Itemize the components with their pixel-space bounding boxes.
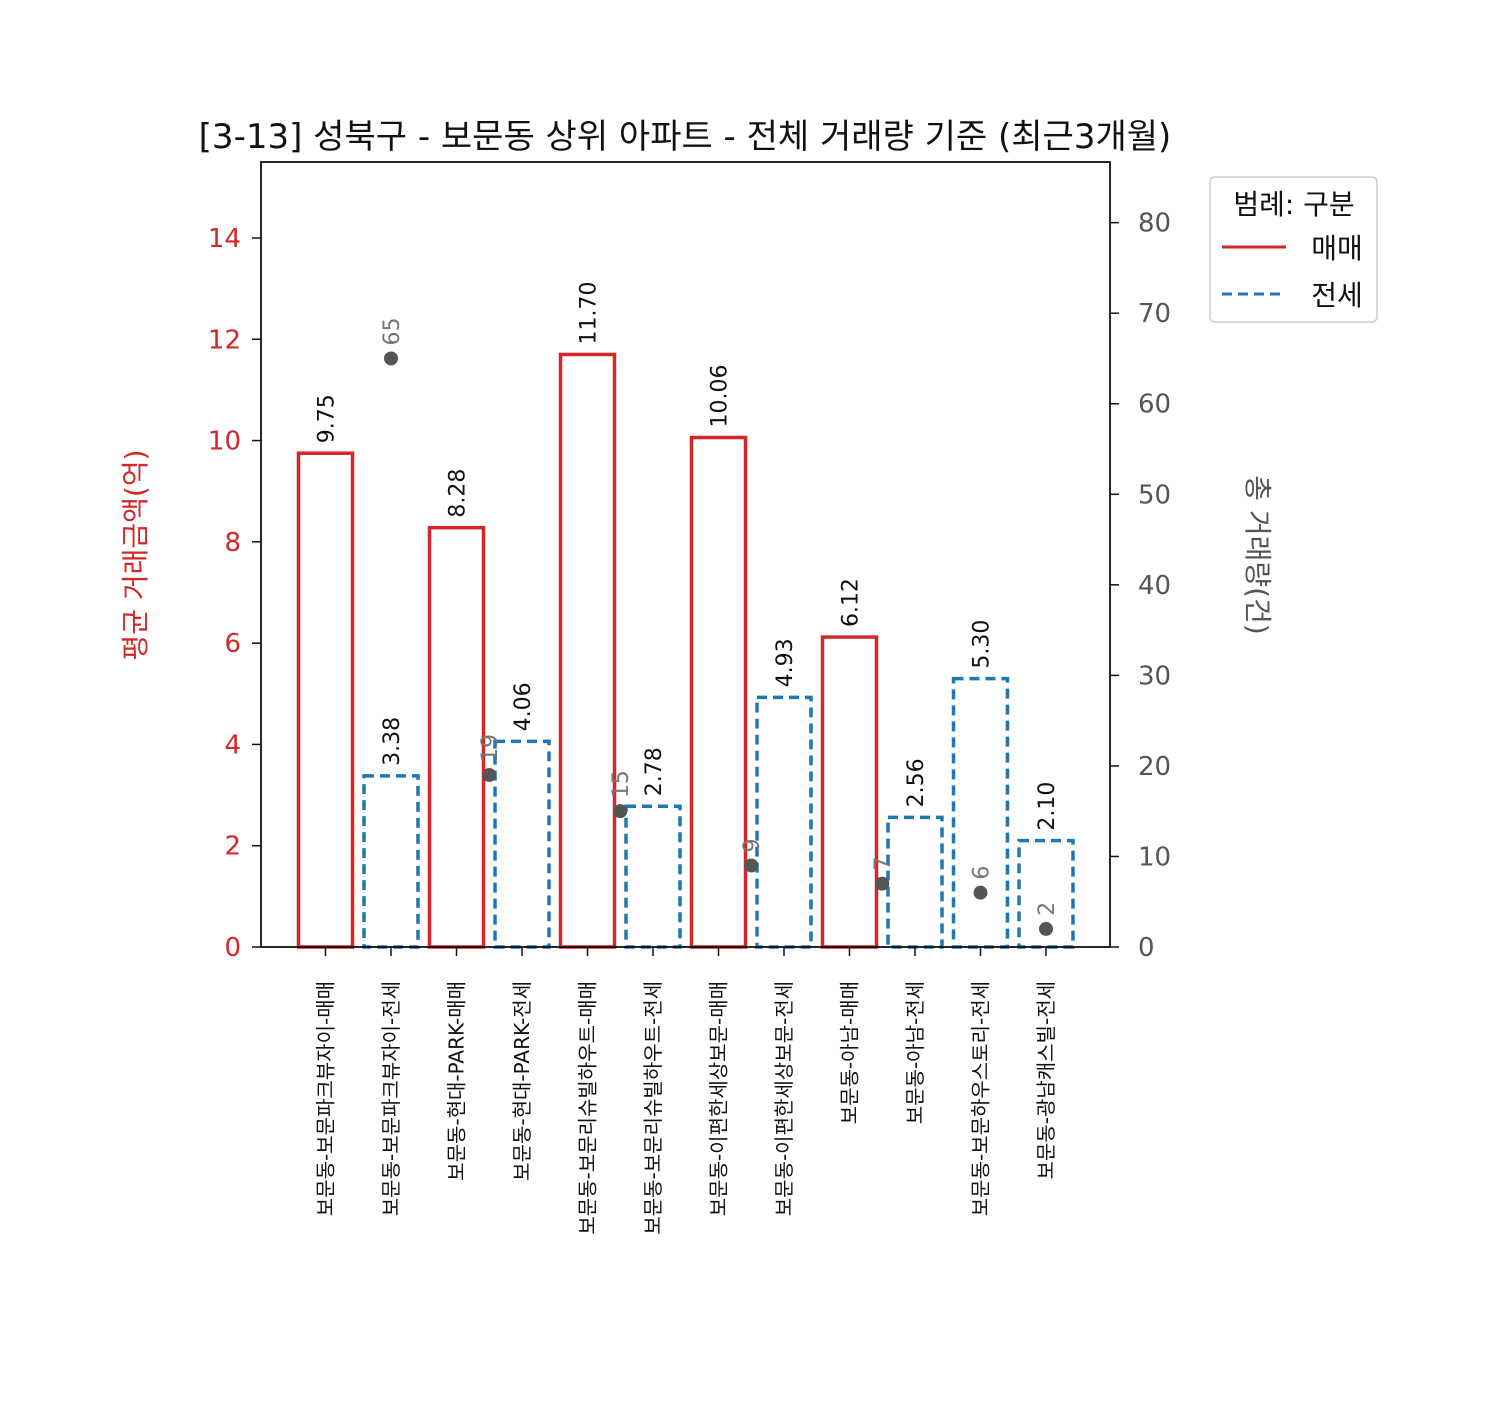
x-tick-label-4: 보문동-보문리슈빌하우트-매매 xyxy=(576,981,600,1235)
count-label-1: 19 xyxy=(478,734,503,762)
legend-label-lease: 전세 xyxy=(1311,279,1363,312)
y-right-tick-label-30: 30 xyxy=(1138,661,1171,691)
axes-layer: 0 2 4 6 8 10 12 14 0 10 20 30 40 50 60 70 80 보문동-보문파크뷰자이-… xyxy=(208,209,1171,1235)
bar-value-label-9: 2.56 xyxy=(904,758,929,807)
x-tick-label-11: 보문동-광남캐스빌-전세 xyxy=(1034,981,1058,1179)
legend: 범례: 구분 매매 전세 xyxy=(1209,176,1378,323)
bar-value-label-0: 9.75 xyxy=(315,394,340,443)
bar-value-label-10: 5.30 xyxy=(970,620,995,669)
bar-value-label-6: 10.06 xyxy=(708,365,733,428)
count-marker-2 xyxy=(613,804,628,819)
x-tick-label-3: 보문동-현대-PARK-전세 xyxy=(510,981,534,1181)
x-tick-label-1: 보문동-보문파크뷰자이-전세 xyxy=(379,981,403,1216)
count-label-4: 7 xyxy=(871,857,896,871)
bar-2 xyxy=(427,525,486,949)
count-label-5: 6 xyxy=(970,866,995,880)
x-tick-label-7: 보문동-이편한세상보문-전세 xyxy=(772,981,796,1216)
legend-box xyxy=(1209,176,1378,323)
y-left-tick-label-4: 4 xyxy=(224,730,241,760)
x-tick-label-8: 보문동-아남-매매 xyxy=(838,981,862,1124)
count-label-3: 9 xyxy=(740,839,765,853)
x-tick-label-10: 보문동-보문하우스토리-전세 xyxy=(969,981,993,1216)
bar-6 xyxy=(689,435,748,949)
count-label-2: 15 xyxy=(609,770,634,798)
y-right-tick-label-20: 20 xyxy=(1138,752,1171,782)
y-left-tick-label-8: 8 xyxy=(224,528,241,558)
y-axis-right-label: 총 거래량(건) xyxy=(1241,475,1274,635)
y-right-tick-label-0: 0 xyxy=(1138,933,1155,963)
bar-value-label-2: 8.28 xyxy=(446,469,471,518)
count-label-6: 2 xyxy=(1035,902,1060,916)
bar-value-label-7: 4.93 xyxy=(773,638,798,687)
y-left-tick-label-14: 14 xyxy=(208,224,241,254)
x-tick-label-6: 보문동-이편한세상보문-매매 xyxy=(707,981,731,1216)
count-marker-3 xyxy=(744,858,759,873)
x-tick-label-5: 보문동-보문리슈빌하우트-전세 xyxy=(641,981,665,1235)
bar-4 xyxy=(558,352,617,949)
y-left-tick-label-10: 10 xyxy=(208,427,241,457)
bar-value-label-8: 6.12 xyxy=(839,578,864,627)
count-marker-0 xyxy=(384,351,398,366)
y-left-tick-label-0: 0 xyxy=(224,933,241,963)
y-axis-left-label: 평균 거래금액(억) xyxy=(119,449,152,660)
y-left-tick-label-2: 2 xyxy=(224,832,241,862)
legend-label-sale: 매매 xyxy=(1311,232,1363,265)
legend-title: 범례: 구분 xyxy=(1233,188,1354,221)
bar-7 xyxy=(755,695,813,949)
count-marker-6 xyxy=(1039,921,1053,936)
bars-layer: 9.75 3.38 8.28 4.06 11.70 2.78 10.06 4.93 6.12 2.… xyxy=(296,281,1075,949)
bar-value-label-11: 2.10 xyxy=(1035,782,1060,831)
count-marker-4 xyxy=(875,876,890,891)
bar-value-label-5: 2.78 xyxy=(642,747,667,796)
x-tick-label-9: 보문동-아남-전세 xyxy=(903,981,927,1124)
bar-value-label-1: 3.38 xyxy=(380,717,405,766)
bar-10 xyxy=(951,676,1010,949)
plot-frame xyxy=(260,161,1111,948)
bar-value-label-4: 11.70 xyxy=(577,281,602,344)
bar-1 xyxy=(362,774,420,949)
y-right-tick-label-70: 70 xyxy=(1138,299,1171,329)
bar-0 xyxy=(296,451,355,949)
y-left-tick-label-12: 12 xyxy=(208,325,241,355)
y-right-tick-label-40: 40 xyxy=(1138,571,1171,601)
count-markers-layer: 65 19 15 9 7 6 2 xyxy=(380,317,1060,936)
x-tick-label-0: 보문동-보문파크뷰자이-매매 xyxy=(314,981,338,1216)
bar-9 xyxy=(886,815,944,949)
bar-5 xyxy=(624,804,682,949)
y-right-tick-label-80: 80 xyxy=(1138,209,1171,239)
y-right-tick-label-60: 60 xyxy=(1138,390,1171,420)
count-label-0: 65 xyxy=(380,317,405,345)
y-right-tick-label-50: 50 xyxy=(1138,480,1171,510)
count-marker-5 xyxy=(973,885,988,900)
chart-title: [3-13] 성북구 - 보문동 상위 아파트 - 전체 거래량 기준 (최근3… xyxy=(199,117,1172,157)
x-tick-label-2: 보문동-현대-PARK-매매 xyxy=(445,981,469,1181)
bar-8 xyxy=(820,635,879,949)
y-right-tick-label-10: 10 xyxy=(1138,842,1171,872)
y-left-tick-label-6: 6 xyxy=(224,629,241,659)
count-marker-1 xyxy=(482,767,497,782)
bar-value-label-3: 4.06 xyxy=(511,682,536,731)
bar-3 xyxy=(493,739,551,949)
